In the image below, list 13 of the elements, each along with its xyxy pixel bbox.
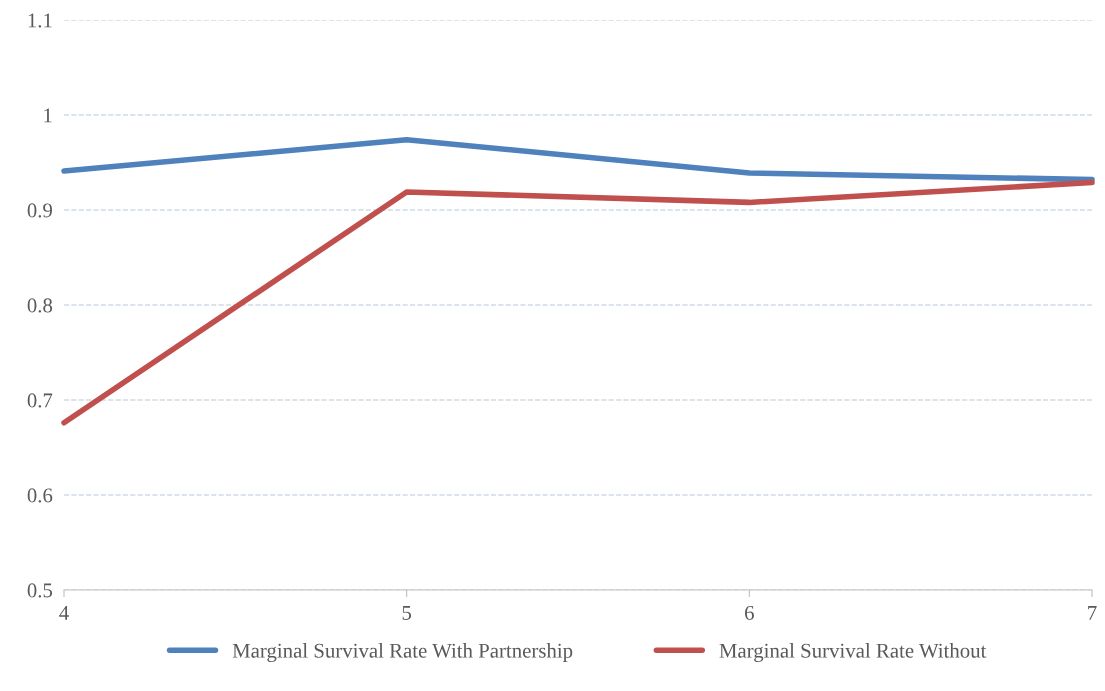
- legend-label: Marginal Survival Rate With Partnership: [232, 643, 573, 663]
- x-tick-label: 5: [402, 606, 412, 620]
- y-tick-label: 0.5: [27, 583, 53, 598]
- x-tick-label: 6: [745, 605, 754, 620]
- y-tick-label: 0.9: [27, 203, 53, 218]
- x-tick-label: 7: [1088, 606, 1097, 620]
- y-tick-label: 0.8: [27, 298, 53, 313]
- x-tick-label: 4: [59, 606, 69, 620]
- y-tick-label: 1.1: [28, 13, 52, 28]
- legend-label: Marginal Survival Rate Without: [719, 643, 987, 663]
- y-tick-label: 0.7: [27, 393, 53, 408]
- y-tick-label: 0.6: [27, 488, 53, 503]
- y-tick-label: 1: [44, 108, 52, 123]
